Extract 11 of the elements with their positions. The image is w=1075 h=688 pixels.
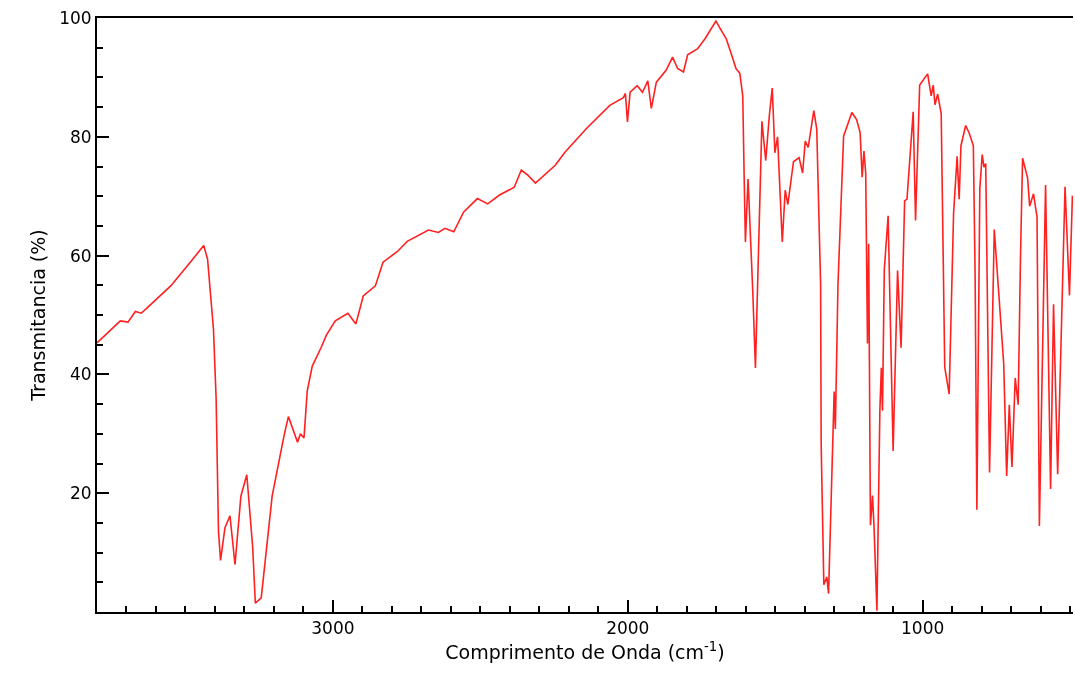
y-axis-title: Transmitancia (%)	[27, 229, 50, 402]
x-tick-label: 2000	[606, 618, 650, 639]
x-axis-title: Comprimento de Onda (cm$^{-1}$)	[445, 638, 725, 663]
y-tick-label: 100	[59, 7, 92, 28]
y-tick-label: 40	[69, 364, 92, 385]
y-tick-label: 20	[69, 483, 92, 504]
y-tick-label: 60	[69, 245, 92, 266]
y-tick-label: 80	[69, 126, 92, 147]
x-tick-label: 1000	[900, 618, 945, 639]
line-series	[97, 20, 1073, 612]
x-tick-label: 3000	[311, 618, 355, 639]
